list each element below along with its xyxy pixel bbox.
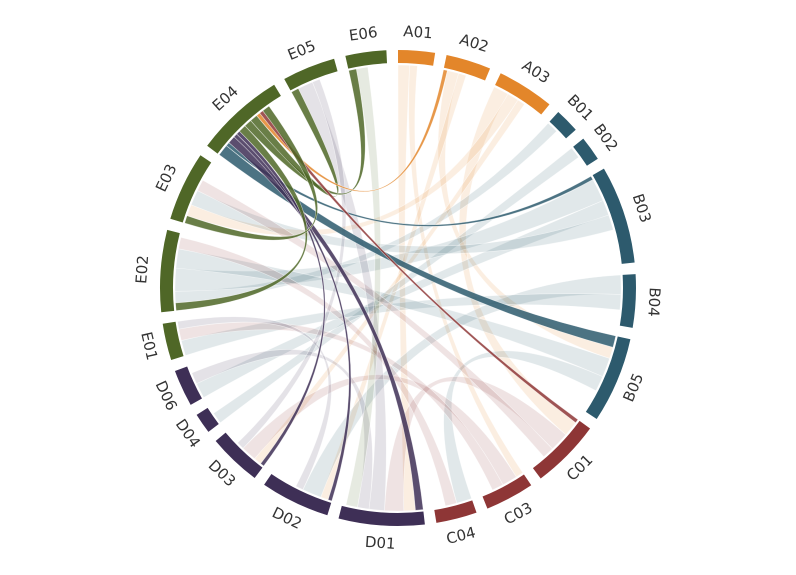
group-arc: [284, 58, 338, 91]
group-arc: [585, 336, 631, 419]
group-label: E03: [152, 161, 181, 195]
ribbon: [302, 274, 622, 498]
group-label: E02: [132, 255, 152, 285]
ribbon: [175, 125, 308, 312]
group-arc: [532, 420, 591, 479]
ribbon: [184, 105, 318, 241]
group-label: D06: [152, 378, 181, 413]
ribbon: [443, 350, 604, 504]
group-arc: [196, 407, 219, 432]
ribbon: [408, 64, 524, 478]
group-arc: [434, 500, 477, 523]
group-arc: [338, 505, 425, 526]
group-arc: [495, 73, 550, 115]
group-label: A01: [403, 22, 434, 42]
group-arc: [443, 55, 491, 81]
ribbons: [174, 64, 622, 512]
ribbon: [180, 293, 622, 356]
ribbon: [237, 78, 347, 449]
group-label: D03: [205, 456, 240, 490]
group-arc: [215, 432, 263, 478]
ribbon: [197, 179, 553, 458]
group-label: B04: [644, 287, 664, 317]
ribbon: [178, 321, 504, 491]
group-arc: [207, 84, 281, 154]
group-arc: [619, 274, 637, 328]
group-arc: [162, 321, 184, 361]
group-label: E01: [137, 330, 161, 362]
group-arc: [573, 138, 598, 166]
group-label: E05: [285, 37, 318, 64]
ribbon: [175, 248, 610, 377]
group-arc: [482, 474, 532, 509]
group-label: D01: [364, 533, 396, 553]
ribbon: [384, 376, 567, 512]
group-label: C01: [563, 451, 597, 485]
group-arc: [170, 155, 212, 223]
group-arc: [174, 366, 202, 405]
group-label: A03: [519, 56, 553, 87]
ribbon: [190, 190, 614, 255]
group-arc: [264, 474, 332, 516]
group-label: D02: [269, 503, 304, 533]
group-label: B01: [564, 91, 597, 125]
group-label: C04: [444, 523, 477, 548]
ribbon: [177, 316, 332, 491]
ribbon: [191, 349, 373, 510]
group-label: C03: [501, 499, 536, 529]
group-arc: [345, 50, 388, 69]
ribbon: [174, 179, 604, 292]
group-arc: [549, 112, 576, 139]
ribbon: [236, 130, 326, 467]
group-label: E04: [209, 82, 242, 115]
group-label: D04: [172, 416, 204, 451]
ribbon: [213, 147, 580, 424]
group-arc: [398, 50, 436, 66]
group-label: B03: [629, 191, 655, 225]
group-label: E06: [348, 23, 379, 45]
group-arc: [592, 168, 635, 264]
group-label: B05: [619, 370, 647, 404]
group-arc: [160, 229, 180, 313]
group-label: B02: [590, 120, 622, 154]
group-label: A02: [457, 30, 490, 56]
ribbon: [196, 200, 610, 398]
